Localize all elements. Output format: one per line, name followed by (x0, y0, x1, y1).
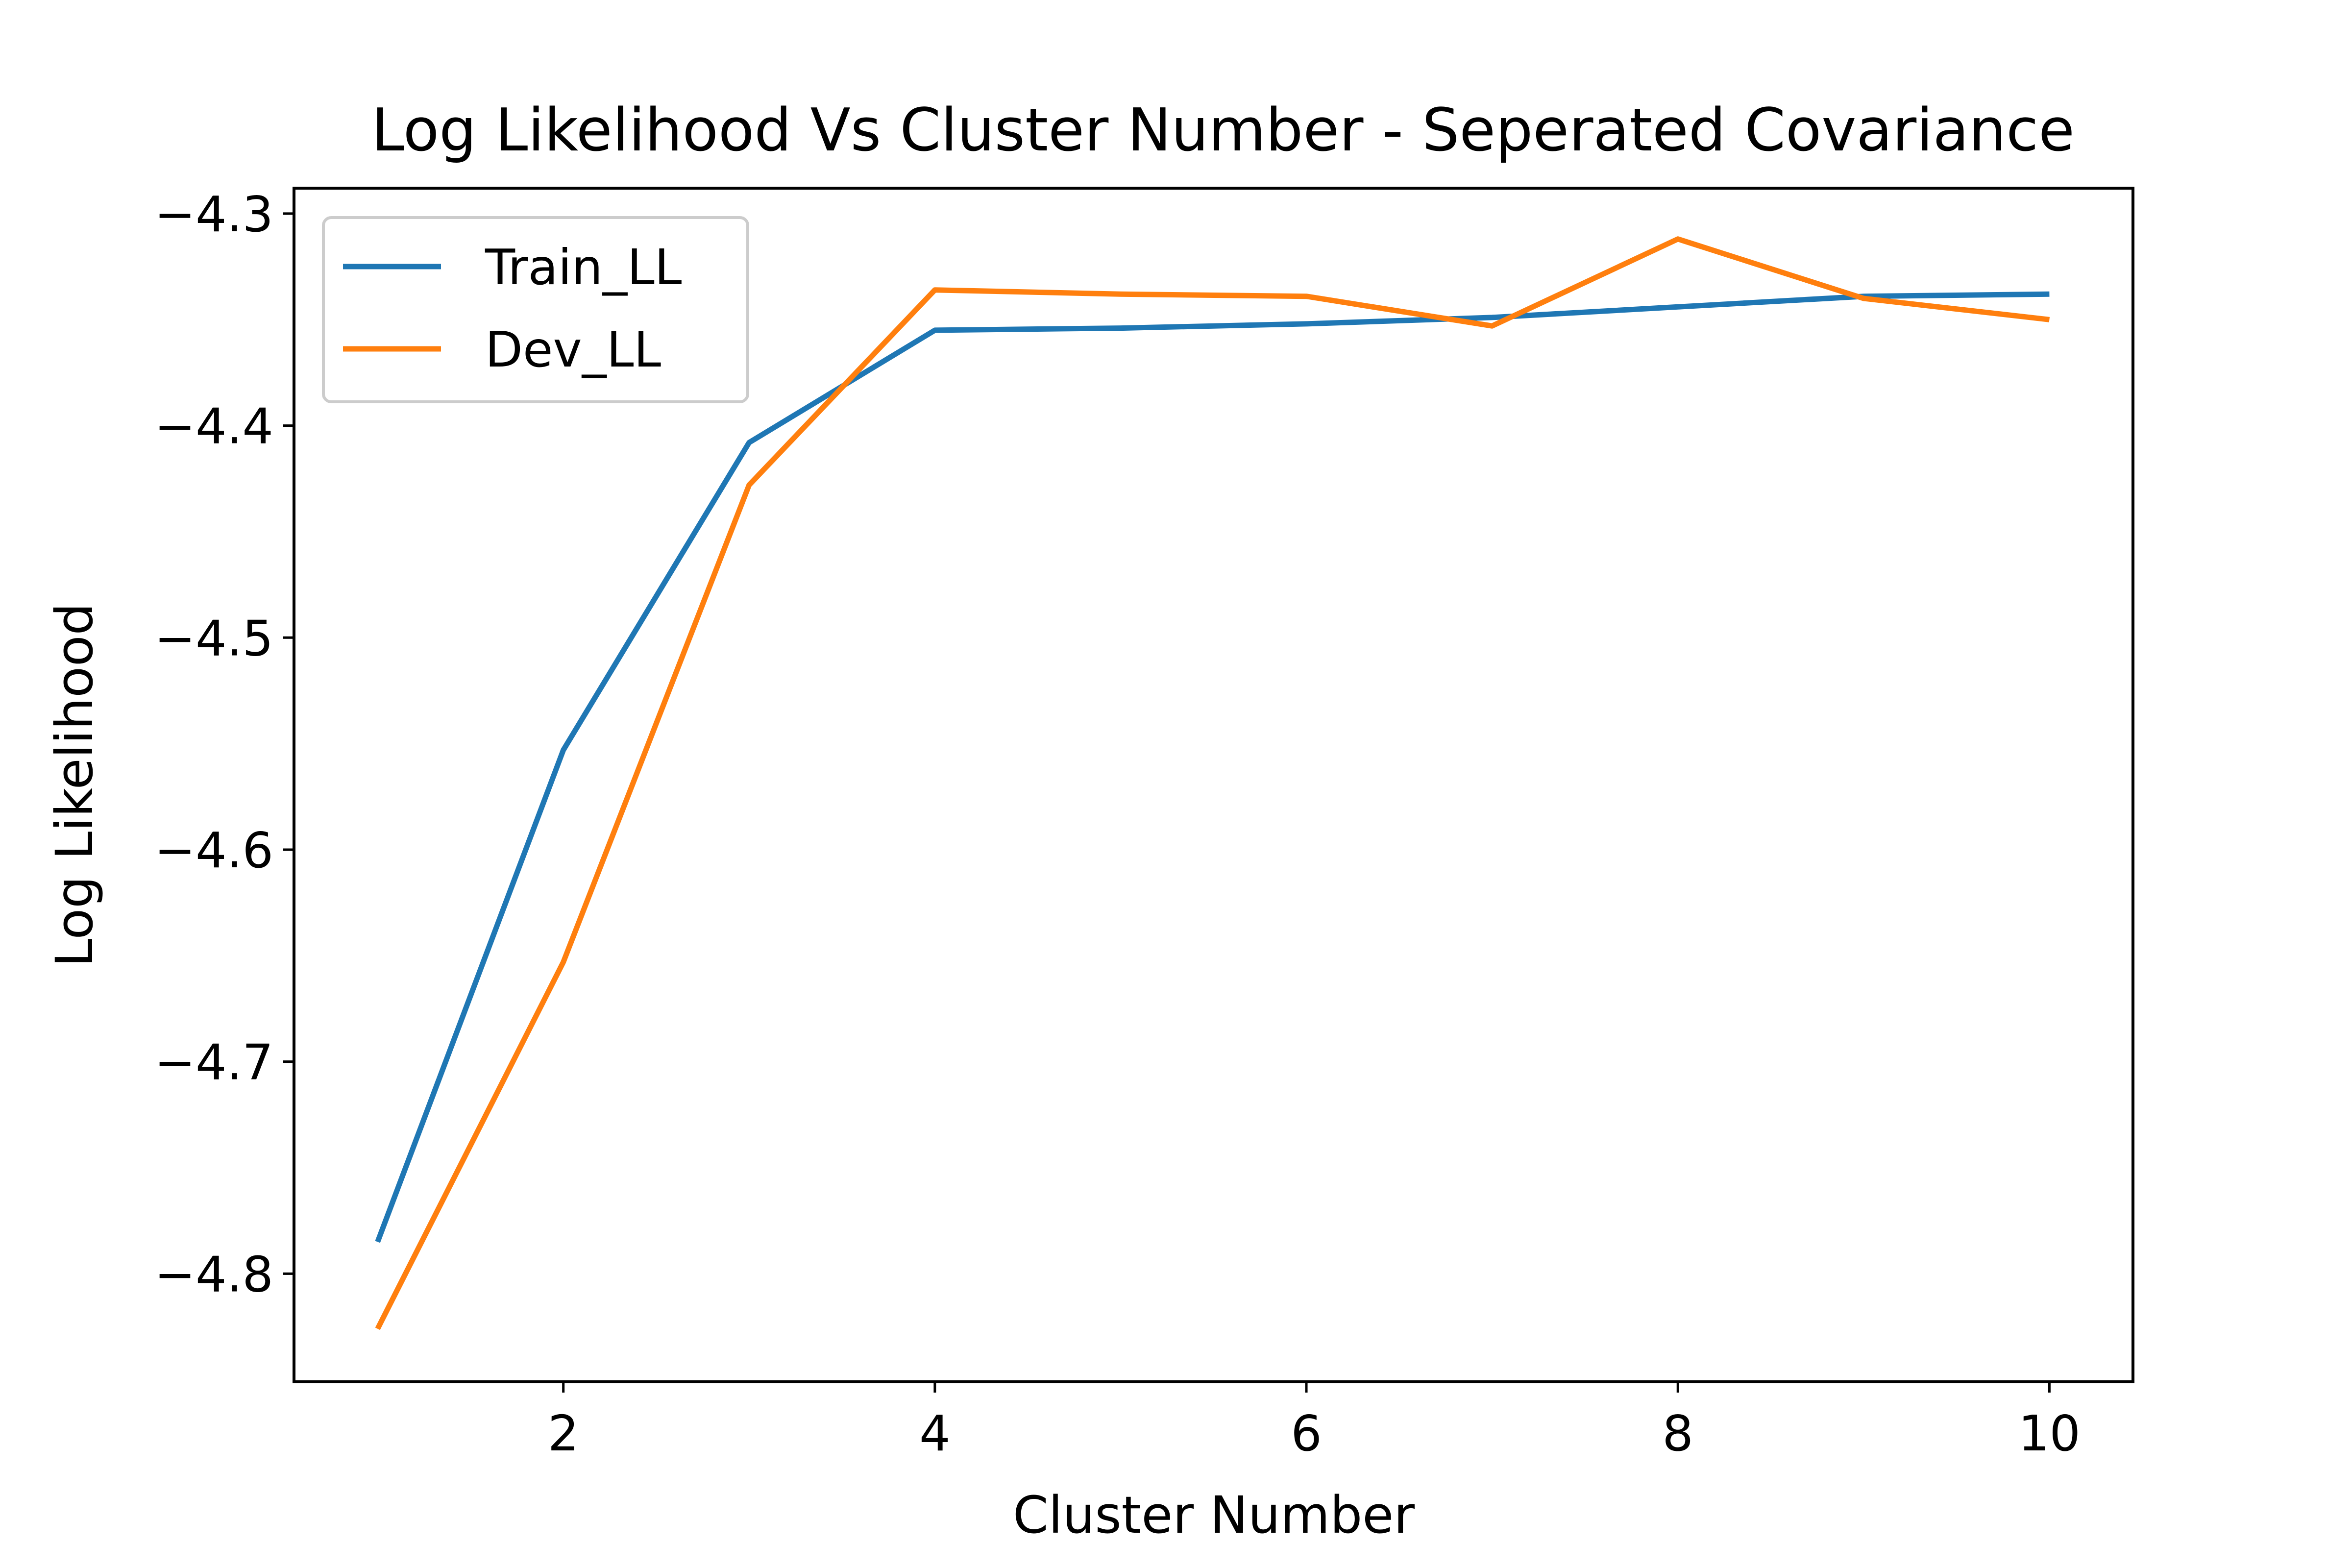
series-layer (375, 236, 2050, 1330)
plot-area: 2 4 6 8 10 −4.8 −4.7 −4.6 −4.5 −4.4 −4.3 (154, 186, 2134, 1462)
x-tick-label: 8 (1662, 1405, 1693, 1462)
y-axis-label: Log Likelihood (45, 603, 104, 967)
chart-title: Log Likelihood Vs Cluster Number - Seper… (371, 97, 2075, 165)
legend-box (322, 216, 749, 403)
x-tick-label: 4 (919, 1405, 951, 1462)
legend-label: Train_LL (485, 239, 682, 296)
series-line-dev-ll (375, 236, 2050, 1330)
x-tick-label: 6 (1291, 1405, 1322, 1462)
y-tick-label: −4.6 (154, 822, 273, 879)
y-axis-ticks: −4.8 −4.7 −4.6 −4.5 −4.4 −4.3 (154, 186, 294, 1303)
x-tick-label: 10 (2018, 1405, 2081, 1462)
x-axis-label: Cluster Number (1013, 1485, 1415, 1545)
y-tick-label: −4.8 (154, 1246, 273, 1303)
y-tick-label: −4.7 (154, 1034, 273, 1091)
plot-frame (293, 187, 2134, 1383)
series-line-train-ll (375, 291, 2050, 1243)
x-tick-label: 2 (548, 1405, 579, 1462)
legend: Train_LL Dev_LL (322, 216, 749, 403)
legend-label: Dev_LL (485, 321, 661, 378)
y-tick-label: −4.3 (154, 186, 273, 243)
y-tick-label: −4.5 (154, 610, 273, 667)
x-axis-ticks: 2 4 6 8 10 (548, 1382, 2081, 1462)
y-tick-label: −4.4 (154, 398, 273, 455)
